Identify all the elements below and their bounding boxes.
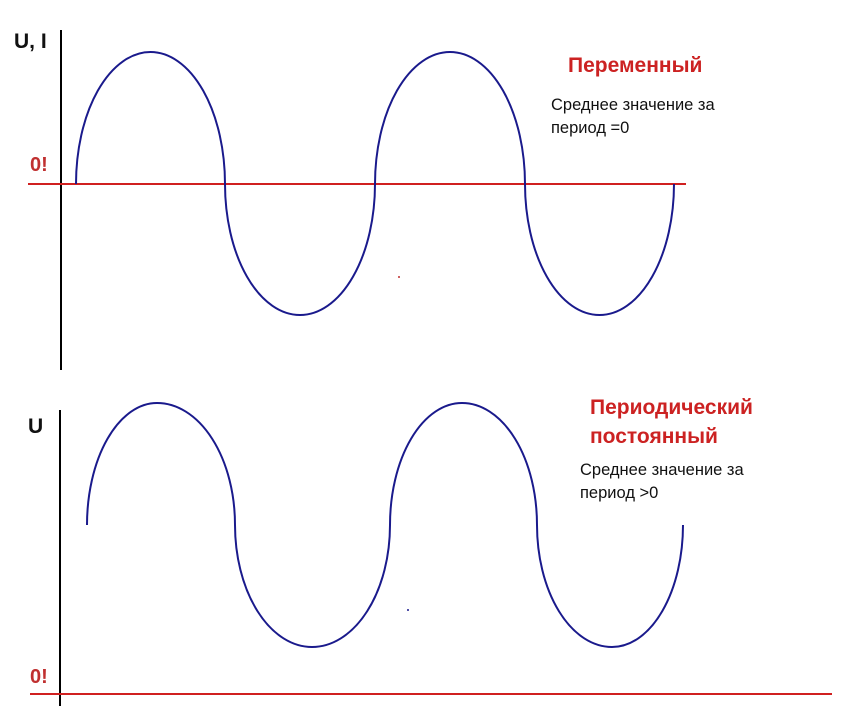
- bottom-pulsating-wave: [86, 401, 684, 649]
- bottom-note-line2: период >0: [580, 484, 659, 502]
- top-note-line2: период =0: [551, 119, 630, 137]
- top-alternating-wave: [75, 51, 675, 316]
- bottom-zero-label: 0!: [30, 666, 48, 688]
- top-title: Переменный: [568, 54, 703, 77]
- bottom-axis-label: U: [28, 415, 44, 438]
- bottom-title-line1: Периодический: [590, 396, 753, 419]
- bottom-note-line1: Среднее значение за: [580, 461, 744, 479]
- top-zero-label: 0!: [30, 154, 48, 176]
- stray-dot: [398, 276, 400, 278]
- top-axis-label: U, I: [14, 30, 47, 53]
- bottom-title-line2: постоянный: [590, 425, 718, 448]
- top-note-line1: Среднее значение за: [551, 96, 715, 114]
- stray-dot: [407, 609, 409, 611]
